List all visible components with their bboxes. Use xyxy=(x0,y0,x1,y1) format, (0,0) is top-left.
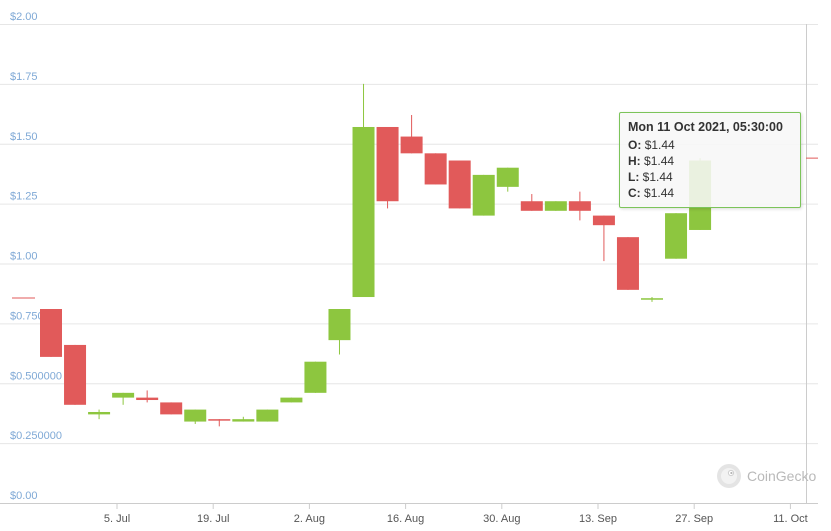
candle-down[interactable] xyxy=(160,402,183,415)
x-tick-label: 11. Oct xyxy=(773,513,808,525)
candle-up[interactable] xyxy=(88,411,111,415)
candle-down[interactable] xyxy=(40,309,62,357)
x-tick-label: 5. Jul xyxy=(104,513,130,525)
candle-up[interactable] xyxy=(232,419,255,422)
candle-down[interactable] xyxy=(136,397,159,401)
candle-up[interactable] xyxy=(256,409,279,422)
y-tick-label: $0.500000 xyxy=(10,370,62,382)
tooltip-row-high: H: $1.44 xyxy=(628,154,675,168)
x-tick-label: 13. Sep xyxy=(579,513,617,525)
tooltip-row-close: C: $1.44 xyxy=(628,186,675,200)
candle-up[interactable] xyxy=(112,392,135,398)
candle-up[interactable] xyxy=(304,361,327,393)
candle-up[interactable] xyxy=(641,298,663,300)
candle-up[interactable] xyxy=(184,409,207,422)
candle-up[interactable] xyxy=(328,309,351,341)
candle-down[interactable] xyxy=(520,201,543,211)
y-tick-label: $2.00 xyxy=(10,11,38,23)
tooltip-title: Mon 11 Oct 2021, 05:30:00 xyxy=(628,120,783,134)
ohlc-tooltip: Mon 11 Oct 2021, 05:30:00 O: $1.44 H: $1… xyxy=(619,112,801,208)
y-tick-label: $1.50 xyxy=(10,131,38,143)
candle-down[interactable] xyxy=(616,237,639,290)
candle-down[interactable] xyxy=(568,201,591,211)
candle-down[interactable] xyxy=(448,160,471,209)
candle-up[interactable] xyxy=(665,213,688,259)
x-tick-label: 2. Aug xyxy=(294,513,325,525)
candle-up[interactable] xyxy=(472,174,495,216)
coingecko-watermark: CoinGecko xyxy=(716,463,816,489)
candle-down[interactable] xyxy=(376,126,399,202)
candle-up[interactable] xyxy=(280,397,303,403)
candle-up[interactable] xyxy=(496,167,519,187)
candle-up[interactable] xyxy=(544,201,567,211)
x-tick-label: 16. Aug xyxy=(387,513,424,525)
watermark-text: CoinGecko xyxy=(747,468,817,484)
y-tick-label: $0.250000 xyxy=(10,430,62,442)
y-tick-label: $1.75 xyxy=(10,71,38,83)
candle-down[interactable] xyxy=(592,215,615,226)
candle-up[interactable] xyxy=(352,126,375,298)
tooltip-row-open: O: $1.44 xyxy=(628,138,675,152)
y-tick-label: $1.00 xyxy=(10,251,38,263)
x-tick-label: 27. Sep xyxy=(675,513,713,525)
candle-down[interactable] xyxy=(208,419,231,421)
gecko-logo-icon xyxy=(717,464,741,488)
tooltip-row-low: L: $1.44 xyxy=(628,170,673,184)
candle-down[interactable] xyxy=(424,153,447,185)
x-tick-label: 19. Jul xyxy=(197,513,229,525)
x-tick-label: 30. Aug xyxy=(483,513,520,525)
y-tick-label: $0.00 xyxy=(10,490,38,502)
candle-down[interactable] xyxy=(64,344,87,405)
y-tick-label: $1.25 xyxy=(10,191,38,203)
candle-down[interactable] xyxy=(400,136,423,154)
